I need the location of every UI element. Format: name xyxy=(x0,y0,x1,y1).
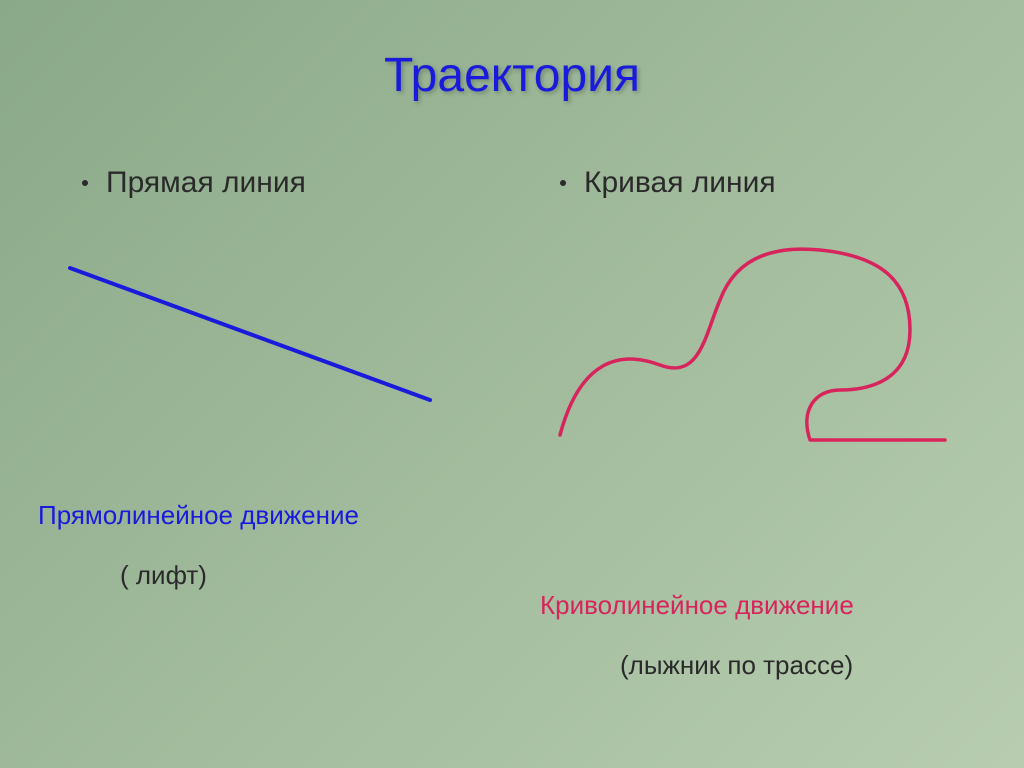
curved-line-shape xyxy=(0,0,1024,768)
caption-rectilinear-motion: Прямолинейное движение xyxy=(38,500,359,531)
caption-lift-example: ( лифт) xyxy=(120,560,207,591)
caption-curvilinear-motion: Криволинейное движение xyxy=(540,590,854,621)
caption-skier-example: (лыжник по трассе) xyxy=(620,650,853,681)
slide: Траектория Прямая линия Кривая линия Пря… xyxy=(0,0,1024,768)
